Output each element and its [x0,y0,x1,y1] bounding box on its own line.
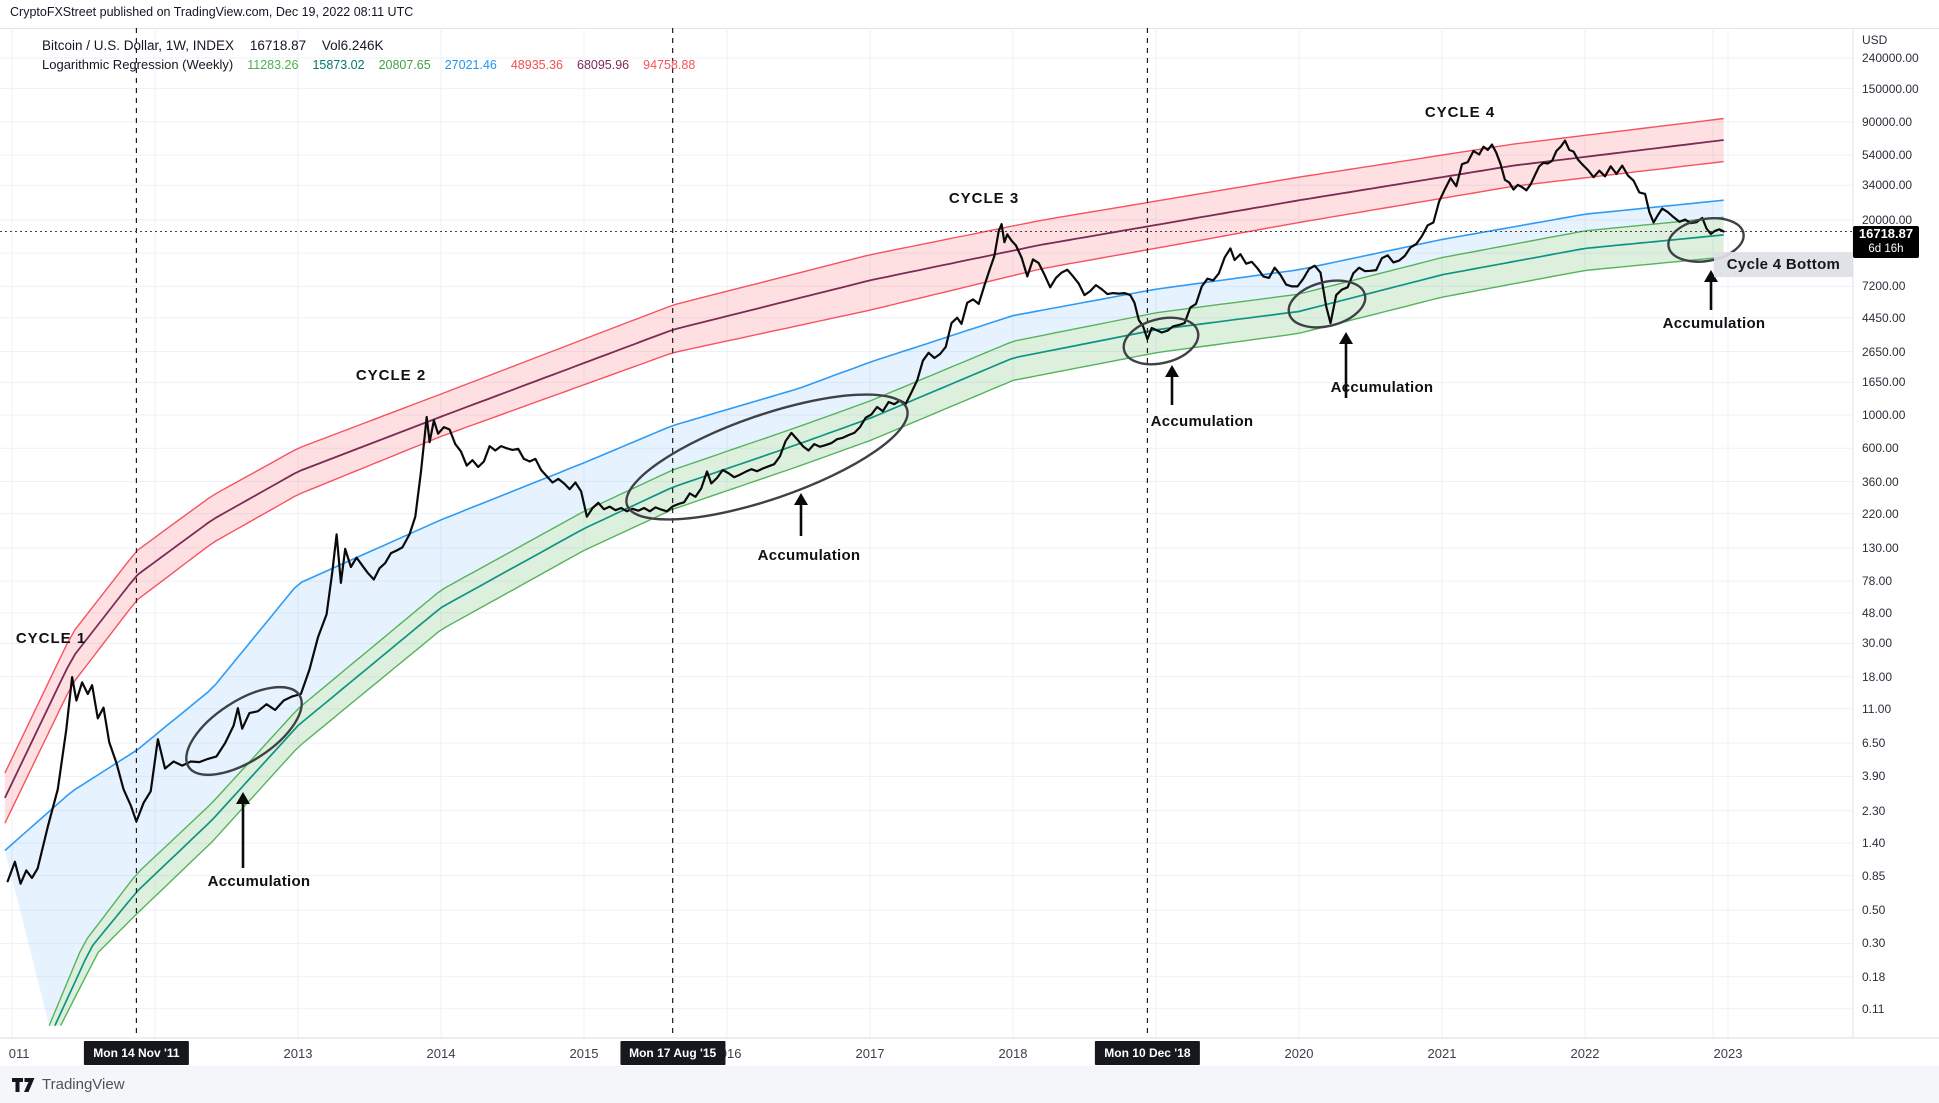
y-axis-tick-label[interactable]: 240000.00 [1862,50,1919,65]
tradingview-logo[interactable]: TradingView [12,1076,125,1093]
y-axis-tick-label[interactable]: 150000.00 [1862,81,1919,96]
y-axis-tick-label[interactable]: 220.00 [1862,506,1899,521]
current-price-value: 16718.87 [1858,226,1914,241]
indicator-value: 68095.96 [577,58,630,72]
red-regression-band [4,118,1724,824]
symbol-title: Bitcoin / U.S. Dollar, 1W, INDEX [42,38,235,53]
indicator-value: 94758.88 [643,58,696,72]
green-band-lower-line [59,256,1724,1026]
y-axis-tick-label[interactable]: 600.00 [1862,441,1899,456]
accumulation-arrow-head [1339,332,1353,344]
y-axis-tick-label[interactable]: 78.00 [1862,574,1893,589]
cycle-label: CYCLE 3 [948,190,1020,207]
y-axis-tick-label[interactable]: 0.18 [1862,969,1886,984]
y-axis-tick-label[interactable]: 130.00 [1862,540,1899,555]
y-axis-tick-label[interactable]: 1650.00 [1862,375,1906,390]
symbol-header[interactable]: Bitcoin / U.S. Dollar, 1W, INDEX 16718.8… [42,38,383,53]
y-axis-tick-label[interactable]: 360.00 [1862,474,1899,489]
cycle-label: CYCLE 2 [355,367,427,384]
indicator-value: 27021.46 [444,58,497,72]
accumulation-label: Accumulation [757,547,861,564]
price-axis-currency-label: USD [1862,33,1888,47]
y-axis-tick-label[interactable]: 54000.00 [1862,148,1913,163]
y-axis-tick-label[interactable]: 0.11 [1862,1001,1885,1016]
blue-regression-line [4,199,1724,852]
current-price-tag: 16718.87 6d 16h [1853,226,1919,258]
y-axis-tick-label[interactable]: 0.30 [1862,936,1886,951]
green-band-upper-line [48,216,1724,1026]
x-axis-year-label[interactable]: 2015 [569,1046,599,1061]
y-axis-tick-label[interactable]: 4450.00 [1862,310,1906,325]
accumulation-ellipse [1667,217,1745,263]
y-axis-tick-label[interactable]: 2650.00 [1862,344,1906,359]
indicator-legend[interactable]: Logarithmic Regression (Weekly) 11283.26 1… [42,57,695,72]
blue-regression-band [4,200,1724,1026]
x-axis-year-label[interactable]: 2013 [283,1046,313,1061]
x-axis-year-label[interactable]: 2023 [1713,1046,1743,1061]
indicator-value: 15873.02 [312,58,365,72]
bar-countdown: 6d 16h [1868,243,1904,255]
plot-area [0,28,1853,1038]
tradingview-logo-text: TradingView [42,1076,125,1093]
event-date-label[interactable]: Mon 17 Aug '15 [620,1041,726,1065]
accumulation-ellipse [1122,316,1200,366]
cycle-label: CYCLE 4 [1424,104,1496,121]
indicator-value: 48935.36 [510,58,563,72]
event-date-label[interactable]: Mon 10 Dec '18 [1095,1041,1200,1065]
accumulation-label: Accumulation [1150,413,1254,430]
accumulation-arrow-head [1165,365,1179,377]
y-axis-tick-label[interactable]: 11.00 [1862,701,1892,716]
accumulation-label: Accumulation [1662,315,1766,332]
x-axis-year-label[interactable]: 2021 [1427,1046,1457,1061]
accumulation-ellipse [1287,279,1367,329]
purple-regression-midline [4,139,1724,799]
accumulation-ellipse [625,393,909,521]
page-footer [0,1066,1939,1103]
y-axis-tick-label[interactable]: 7200.00 [1862,279,1906,294]
y-axis-tick-label[interactable]: 2.30 [1862,803,1886,818]
attribution-text: CryptoFXStreet published on TradingView.… [10,5,414,19]
teal-regression-midline [54,234,1724,1026]
accumulation-label: Accumulation [1330,379,1434,396]
y-axis-tick-label[interactable]: 20000.00 [1862,212,1913,227]
x-axis-year-label[interactable]: 2014 [426,1046,456,1061]
red-band-upper-line [4,117,1724,774]
indicator-value: 11283.26 [247,58,299,72]
tradingview-logo-icon [12,1077,35,1092]
accumulation-ellipse [185,685,303,777]
x-axis-year-label[interactable]: 2018 [998,1046,1028,1061]
cycle4-bottom-label: Cycle 4 Bottom [1714,252,1853,277]
accumulation-arrow-head [236,792,250,804]
indicator-value: 20807.65 [378,58,431,72]
y-axis-tick-label[interactable]: 30.00 [1862,636,1893,651]
x-axis-year-label[interactable]: 2020 [1284,1046,1314,1061]
accumulation-label: Accumulation [207,873,311,890]
last-price-value: 16718.87 [249,38,307,53]
gridlines [0,28,1853,1038]
x-axis-year-label[interactable]: 011 [8,1046,30,1061]
accumulation-arrow-head [794,493,808,505]
y-axis-tick-label[interactable]: 0.85 [1862,868,1886,883]
y-axis-tick-label[interactable]: 90000.00 [1862,114,1913,129]
y-axis-tick-label[interactable]: 1.40 [1862,836,1886,851]
indicator-values: 11283.26 15873.02 20807.65 27021.46 48935.36… [233,57,695,72]
y-axis-tick-label[interactable]: 3.90 [1862,769,1886,784]
y-axis-tick-label[interactable]: 18.00 [1862,669,1893,684]
y-axis-tick-label[interactable]: 34000.00 [1862,178,1913,193]
indicator-label: Logarithmic Regression (Weekly) [42,57,234,72]
btc-price-line[interactable] [6,139,1725,885]
y-axis-tick-label[interactable]: 0.50 [1862,903,1886,918]
y-axis-tick-label[interactable]: 1000.00 [1862,408,1906,422]
accumulation-arrow-head [1704,270,1718,282]
x-axis-year-label[interactable]: 2022 [1570,1046,1600,1061]
volume-value: Vol6.246K [321,38,384,53]
cycle-label: CYCLE 1 [15,630,87,647]
event-date-label[interactable]: Mon 14 Nov '11 [84,1041,189,1065]
x-axis-year-label[interactable]: 2017 [855,1046,885,1061]
y-axis-tick-label[interactable]: 6.50 [1862,736,1886,751]
red-band-lower-line [4,160,1724,824]
y-axis-tick-label[interactable]: 48.00 [1862,605,1893,620]
